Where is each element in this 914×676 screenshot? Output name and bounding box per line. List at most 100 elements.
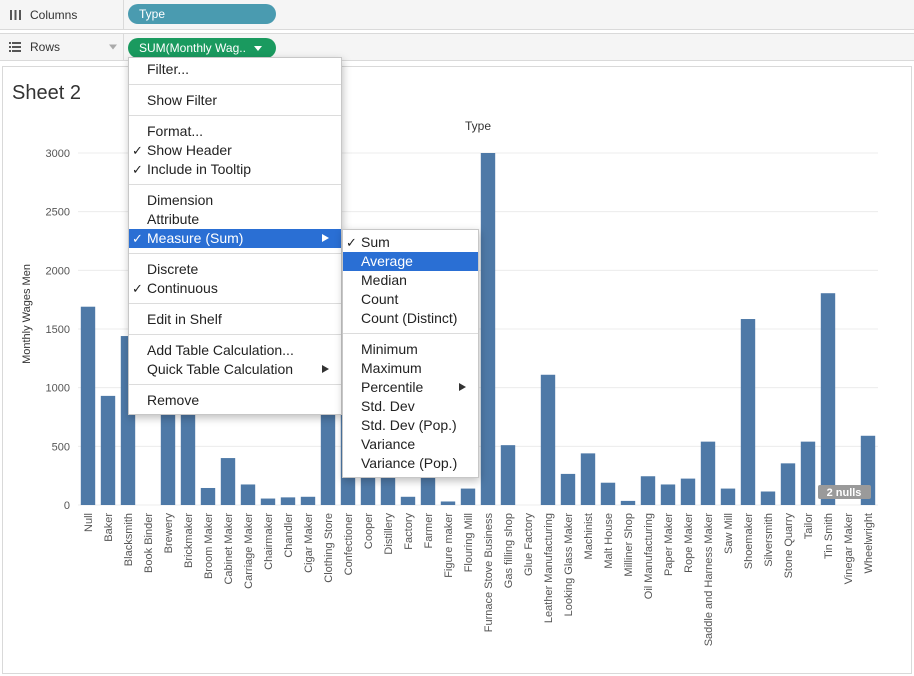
menu-item-show-header[interactable]: ✓ Show Header [132,142,232,158]
bar[interactable] [740,319,756,505]
submenu-arrow-icon [459,383,466,391]
bar[interactable] [640,476,656,505]
x-tick-label: Tin Smith [823,513,835,559]
bar[interactable] [620,500,636,505]
menu-item-remove[interactable]: Remove [147,392,200,408]
rows-icon [8,42,22,52]
menu-separator [129,115,341,116]
pill-dropdown-icon[interactable] [253,45,262,51]
submenu-item-percentile[interactable]: Percentile [343,378,478,397]
x-tick-label: Glue Factory [523,513,535,576]
y-tick-label: 0 [64,500,70,512]
x-tick-label: Oil Manufacturing [643,513,655,599]
bar[interactable] [100,395,116,505]
columns-shelf: Columns Type [0,0,914,30]
x-tick-label: Leather Manufacturing [543,513,555,623]
menu-item-show-filter[interactable]: Show Filter [147,92,218,108]
bar[interactable] [780,463,796,505]
bar[interactable] [720,488,736,505]
menu-item-add-table-calculation[interactable]: Add Table Calculation... [147,342,294,358]
bar[interactable] [180,387,196,505]
bar[interactable] [680,478,696,505]
x-tick-label: Distillery [383,513,395,555]
bar[interactable] [760,491,776,505]
menu-item-continuous[interactable]: ✓ Continuous [132,280,218,296]
x-tick-label: Carriage Maker [243,513,255,589]
type-pill[interactable]: Type [128,4,276,24]
chart-bars [80,153,876,505]
menu-separator [129,184,341,185]
bar[interactable] [820,293,836,505]
submenu-item-median[interactable]: Median [361,272,407,288]
check-icon: ✓ [132,162,143,177]
submenu-item-variance-pop[interactable]: Variance (Pop.) [361,455,458,471]
columns-icon [8,9,22,20]
bar[interactable] [540,374,556,505]
sum-monthly-wages-pill[interactable]: SUM(Monthly Wag.. [128,38,276,58]
bar[interactable] [160,387,176,505]
menu-item-filter[interactable]: Filter... [147,61,190,77]
submenu-item-variance[interactable]: Variance [361,436,416,452]
bar[interactable] [600,482,616,505]
bar[interactable] [580,453,596,505]
bar[interactable] [280,497,296,505]
bar[interactable] [260,498,276,505]
menu-item-include-in-tooltip[interactable]: ✓ Include in Tooltip [132,161,252,177]
menu-item-format[interactable]: Format... [147,123,204,139]
submenu-item-average[interactable]: Average [343,252,478,271]
menu-separator [129,334,341,335]
x-tick-label: Flouring Mill [463,513,475,572]
y-tick-label: 2000 [46,265,70,277]
bar[interactable] [660,484,676,505]
bar[interactable] [80,306,96,505]
x-tick-label: Chandler [283,513,295,558]
nulls-badge[interactable]: 2 nulls [818,485,871,499]
x-tick-label: Chairmaker [263,513,275,570]
x-tick-label: Cooper [363,513,375,549]
sheet-title: Sheet 2 [12,82,81,104]
menu-item-dimension[interactable]: Dimension [147,192,214,208]
submenu-item-sum[interactable]: ✓ Sum [346,234,390,250]
bar[interactable] [480,153,496,505]
submenu-item-std-dev-pop[interactable]: Std. Dev (Pop.) [361,417,457,433]
submenu-item-maximum[interactable]: Maximum [361,360,422,376]
bar[interactable] [320,387,336,505]
submenu-item-count[interactable]: Count [361,291,399,307]
x-tick-label: Saddle and Harness Maker [703,513,715,647]
submenu-item-minimum[interactable]: Minimum [361,341,418,357]
x-tick-label: Factory [403,513,415,550]
bar[interactable] [800,441,816,505]
bar[interactable] [220,458,236,505]
bar[interactable] [200,487,216,505]
menu-item-edit-in-shelf[interactable]: Edit in Shelf [147,311,222,327]
x-tick-label: Figure maker [443,513,455,578]
x-tick-label: Saw Mill [723,513,735,554]
submenu-item-std-dev[interactable]: Std. Dev [361,398,415,414]
bar[interactable] [500,445,516,505]
x-tick-label: Brewery [163,513,175,554]
menu-item-attribute[interactable]: Attribute [147,211,200,227]
bar[interactable] [700,441,716,505]
menu-item-discrete[interactable]: Discrete [147,261,199,277]
measure-submenu: ✓ Sum Average Median Count Count (Distinc… [342,229,479,478]
y-tick-label: 3000 [46,148,70,160]
x-tick-label: Cabinet Maker [223,513,235,585]
x-tick-label: Shoemaker [743,513,755,570]
x-tick-label: Malt House [603,513,615,569]
submenu-arrow-icon [322,234,329,242]
rows-shelf-label[interactable]: Rows [0,34,124,60]
bar[interactable] [460,488,476,505]
rows-shelf: Rows SUM(Monthly Wag.. [0,33,914,61]
bar[interactable] [560,473,576,505]
nulls-badge-label: 2 nulls [827,487,862,499]
bar[interactable] [300,496,316,505]
bar[interactable] [440,501,456,505]
check-icon: ✓ [346,235,357,250]
submenu-item-count-distinct[interactable]: Count (Distinct) [361,310,458,326]
bar[interactable] [240,484,256,505]
chevron-down-icon[interactable] [109,44,117,50]
menu-item-quick-table-calculation[interactable]: Quick Table Calculation [129,360,341,379]
bar[interactable] [400,496,416,505]
x-tick-label: Tailor [803,513,815,540]
menu-item-measure[interactable]: ✓ Measure (Sum) [129,229,341,248]
